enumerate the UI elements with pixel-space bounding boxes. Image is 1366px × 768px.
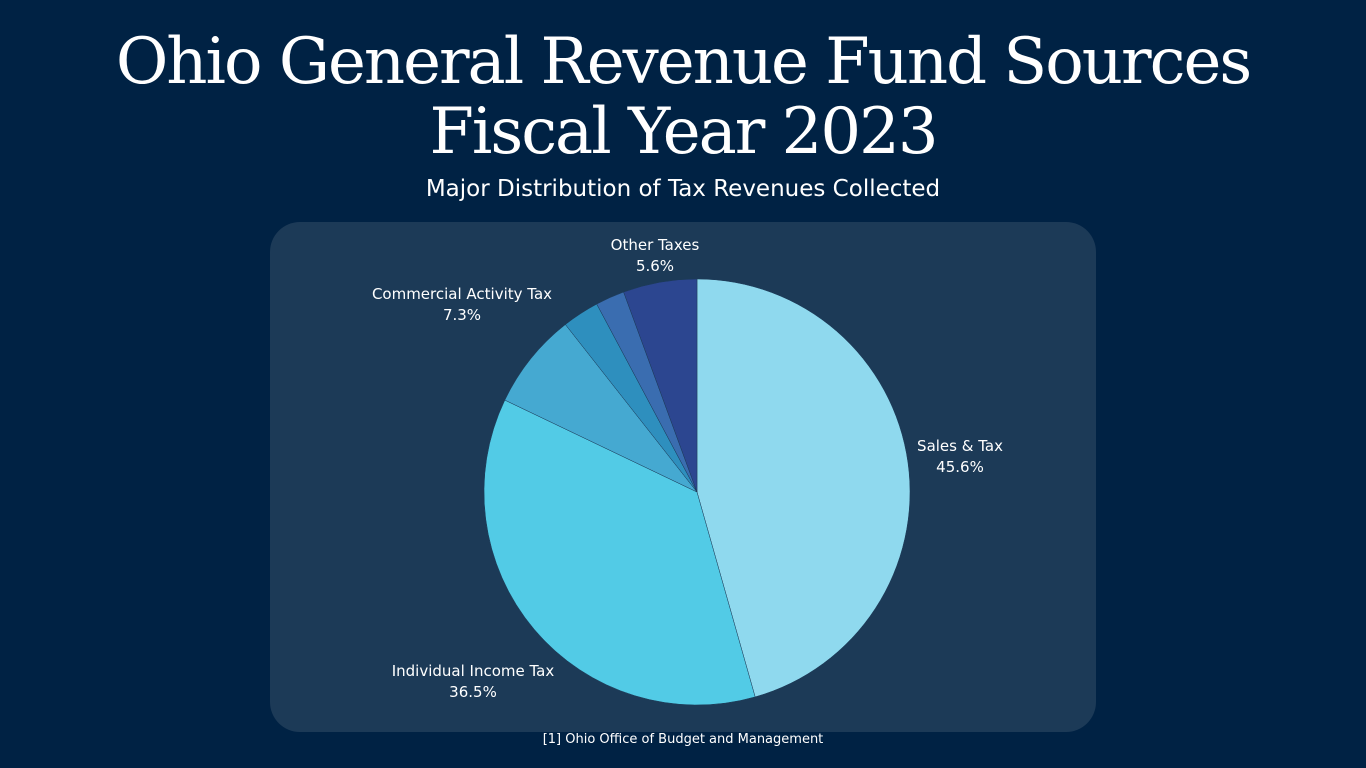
pie-slice-other-taxes [623, 278, 698, 493]
source-citation: [1] Ohio Office of Budget and Management [542, 732, 824, 747]
slice-value-individual-income-tax: 36.5% [449, 683, 497, 701]
pie-slice-commercial-activity-tax [504, 324, 698, 493]
pie-slice-individual-income-tax [483, 399, 756, 706]
slice-label-commercial-activity-tax: Commercial Activity Tax [372, 285, 552, 303]
chart-title-line-2: Fiscal Year 2023 [429, 95, 938, 169]
chart-title-line-1: Ohio General Revenue Fund Sources [115, 25, 1252, 99]
slice-label-individual-income-tax: Individual Income Tax [392, 662, 555, 680]
slice-value-commercial-activity-tax: 7.3% [443, 306, 481, 324]
slice-label-other-taxes: Other Taxes [611, 236, 700, 254]
slice-value-sales-and-tax: 45.6% [936, 458, 984, 476]
chart-subtitle: Major Distribution of Tax Revenues Colle… [425, 176, 941, 202]
slice-value-other-taxes: 5.6% [636, 257, 674, 275]
slice-label-sales-and-tax: Sales & Tax [917, 437, 1003, 455]
pie-slice-sales-and-tax [696, 278, 911, 698]
